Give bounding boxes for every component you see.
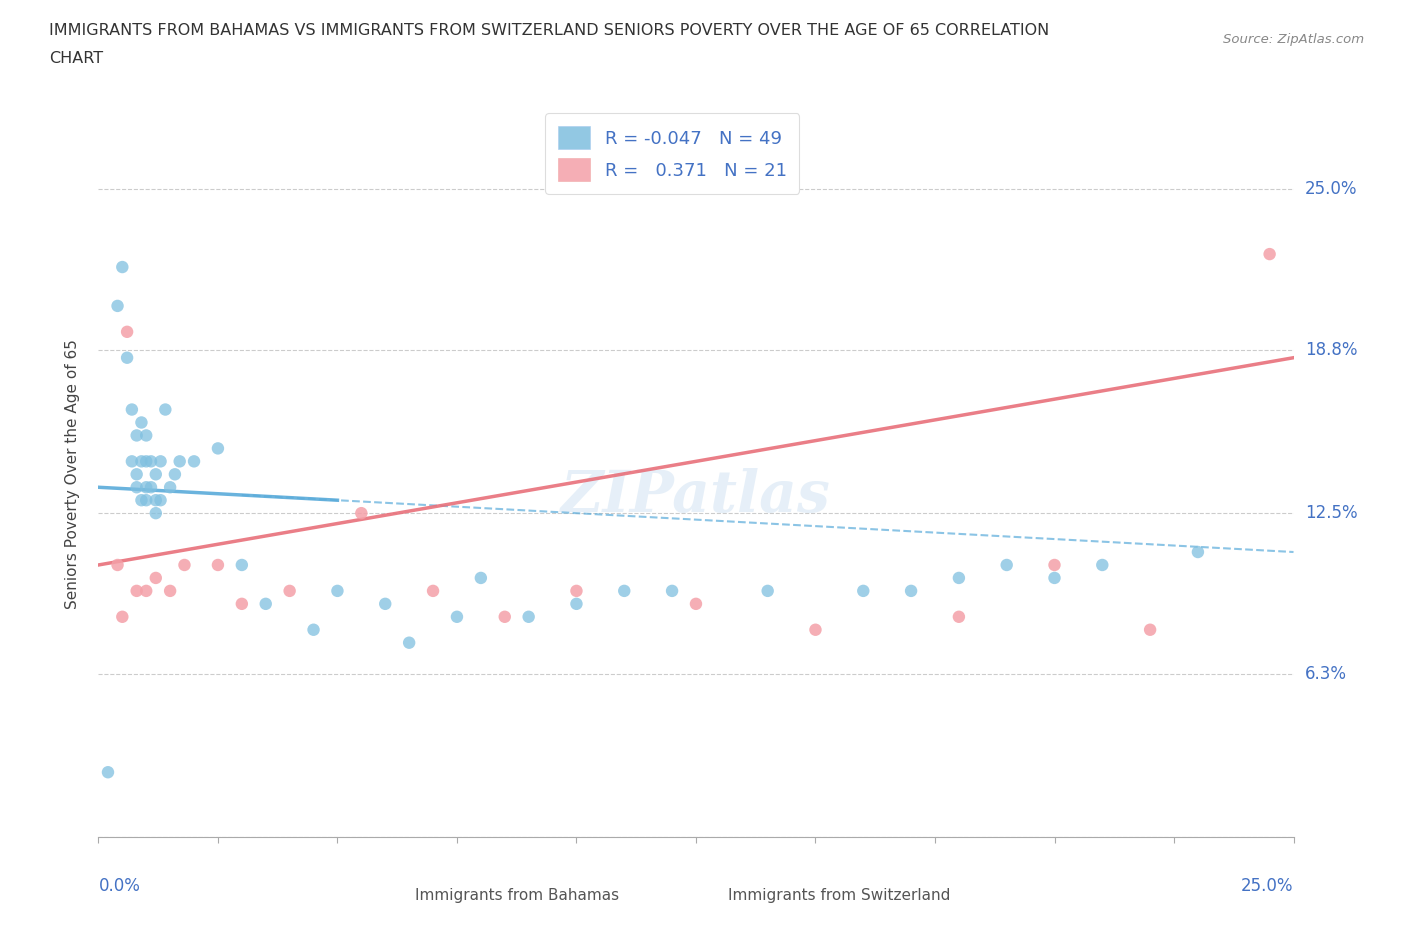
Point — [135, 493, 157, 508]
Point — [145, 493, 167, 508]
Point — [494, 609, 516, 624]
Point — [159, 480, 181, 495]
Point — [145, 467, 167, 482]
Point — [131, 454, 153, 469]
Point — [111, 609, 134, 624]
Point — [125, 467, 148, 482]
Text: Source: ZipAtlas.com: Source: ZipAtlas.com — [1223, 33, 1364, 46]
Text: 12.5%: 12.5% — [1305, 504, 1357, 522]
Point — [111, 259, 134, 274]
Point — [139, 480, 162, 495]
Point — [207, 441, 229, 456]
Point — [900, 583, 922, 598]
Text: 25.0%: 25.0% — [1305, 180, 1357, 198]
Point — [661, 583, 683, 598]
Point — [121, 402, 143, 417]
Point — [254, 596, 277, 611]
Point — [517, 609, 540, 624]
Point — [121, 454, 143, 469]
Point — [231, 558, 253, 573]
Point — [613, 583, 636, 598]
Point — [446, 609, 468, 624]
Text: 0.0%: 0.0% — [98, 877, 141, 895]
Point — [145, 506, 167, 521]
Point — [470, 570, 492, 585]
Point — [115, 325, 138, 339]
Point — [374, 596, 396, 611]
Point — [422, 583, 444, 598]
Point — [125, 428, 148, 443]
Point — [135, 454, 157, 469]
Point — [1043, 570, 1066, 585]
Point — [1043, 558, 1066, 573]
Text: ZIPatlas: ZIPatlas — [561, 468, 831, 525]
Point — [159, 583, 181, 598]
Point — [852, 583, 875, 598]
Y-axis label: Seniors Poverty Over the Age of 65: Seniors Poverty Over the Age of 65 — [65, 339, 80, 609]
Point — [995, 558, 1018, 573]
Point — [350, 506, 373, 521]
Point — [97, 764, 120, 779]
Point — [107, 558, 129, 573]
Text: IMMIGRANTS FROM BAHAMAS VS IMMIGRANTS FROM SWITZERLAND SENIORS POVERTY OVER THE : IMMIGRANTS FROM BAHAMAS VS IMMIGRANTS FR… — [49, 23, 1049, 38]
Point — [163, 467, 186, 482]
Point — [125, 583, 148, 598]
Point — [135, 428, 157, 443]
Point — [139, 454, 162, 469]
Legend: R = -0.047   N = 49, R =   0.371   N = 21: R = -0.047 N = 49, R = 0.371 N = 21 — [546, 113, 799, 194]
Point — [169, 454, 191, 469]
Point — [1139, 622, 1161, 637]
Point — [756, 583, 779, 598]
Point — [398, 635, 420, 650]
Text: 25.0%: 25.0% — [1241, 877, 1294, 895]
Point — [948, 609, 970, 624]
Point — [1258, 246, 1281, 261]
Point — [565, 583, 588, 598]
Text: 6.3%: 6.3% — [1305, 665, 1347, 683]
Point — [302, 622, 325, 637]
Point — [115, 351, 138, 365]
Text: Immigrants from Switzerland: Immigrants from Switzerland — [728, 888, 950, 903]
Point — [685, 596, 707, 611]
Point — [207, 558, 229, 573]
Point — [149, 493, 172, 508]
Point — [565, 596, 588, 611]
FancyBboxPatch shape — [404, 884, 433, 898]
Point — [173, 558, 195, 573]
Point — [231, 596, 253, 611]
Point — [804, 622, 827, 637]
FancyBboxPatch shape — [690, 884, 720, 898]
Point — [135, 583, 157, 598]
Point — [107, 299, 129, 313]
Point — [183, 454, 205, 469]
Point — [278, 583, 301, 598]
Point — [131, 415, 153, 430]
Point — [145, 570, 167, 585]
Text: 18.8%: 18.8% — [1305, 341, 1357, 359]
Point — [948, 570, 970, 585]
Point — [125, 480, 148, 495]
Text: CHART: CHART — [49, 51, 103, 66]
Point — [326, 583, 349, 598]
Point — [131, 493, 153, 508]
Point — [149, 454, 172, 469]
Point — [135, 480, 157, 495]
Point — [1187, 545, 1209, 560]
Point — [155, 402, 177, 417]
Text: Immigrants from Bahamas: Immigrants from Bahamas — [415, 888, 619, 903]
Point — [1091, 558, 1114, 573]
